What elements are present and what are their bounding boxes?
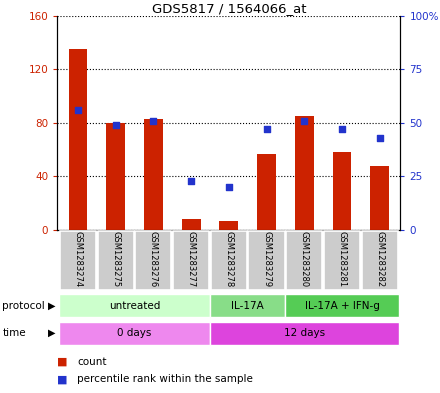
Text: protocol: protocol (2, 301, 45, 310)
Text: GSM1283276: GSM1283276 (149, 231, 158, 287)
Point (112, 122, 119, 128)
Text: GSM1283277: GSM1283277 (187, 231, 196, 287)
Bar (295, 116, 314, 230)
Point (338, 126, 345, 132)
Bar (98, 231, 134, 290)
Bar (210, 321, 399, 345)
Point (225, 184, 232, 190)
Bar (286, 294, 399, 317)
Text: GSM1283275: GSM1283275 (111, 231, 120, 287)
Bar (333, 152, 352, 230)
Bar (210, 294, 286, 317)
Bar (59, 321, 210, 345)
Bar (211, 231, 247, 290)
Point (376, 135, 383, 141)
Text: ■: ■ (57, 356, 68, 367)
Text: GSM1283282: GSM1283282 (375, 231, 384, 287)
Bar (173, 231, 209, 290)
Bar (59, 294, 210, 317)
Point (150, 118, 157, 124)
Text: GSM1283280: GSM1283280 (300, 231, 309, 287)
Text: 12 days: 12 days (284, 328, 325, 338)
Bar (144, 119, 163, 230)
Point (74, 107, 81, 113)
Text: time: time (2, 328, 26, 338)
Text: percentile rank within the sample: percentile rank within the sample (77, 374, 253, 384)
Title: GDS5817 / 1564066_at: GDS5817 / 1564066_at (151, 2, 306, 15)
Text: count: count (77, 356, 106, 367)
Bar (249, 231, 285, 290)
Text: 0 days: 0 days (117, 328, 152, 338)
Bar (69, 49, 88, 230)
Bar (60, 231, 96, 290)
Bar (106, 123, 125, 230)
Bar (370, 165, 389, 230)
Text: untreated: untreated (109, 301, 160, 310)
Bar (220, 220, 238, 230)
Bar (324, 231, 360, 290)
Text: GSM1283279: GSM1283279 (262, 231, 271, 287)
Bar (362, 231, 398, 290)
Text: ■: ■ (57, 374, 68, 384)
Bar (257, 154, 276, 230)
Point (187, 178, 194, 184)
Text: ▶: ▶ (48, 301, 55, 310)
Point (301, 118, 308, 124)
Text: IL-17A + IFN-g: IL-17A + IFN-g (304, 301, 379, 310)
Bar (135, 231, 172, 290)
Text: ▶: ▶ (48, 328, 55, 338)
Text: IL-17A: IL-17A (231, 301, 264, 310)
Text: GSM1283281: GSM1283281 (337, 231, 346, 287)
Text: GSM1283278: GSM1283278 (224, 231, 233, 287)
Bar (182, 219, 201, 230)
Point (263, 126, 270, 132)
Text: GSM1283274: GSM1283274 (73, 231, 82, 287)
Bar (286, 231, 323, 290)
